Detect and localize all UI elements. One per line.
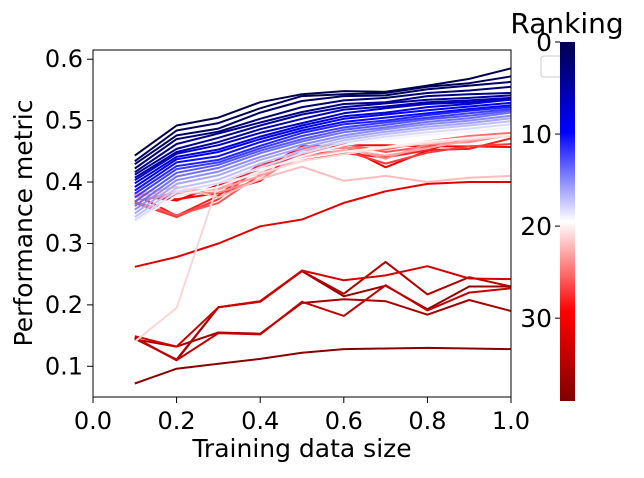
series-line-rank-31	[134, 181, 511, 268]
colorbar-title: Ranking	[510, 7, 623, 40]
colorbar	[560, 42, 575, 401]
series-line-rank-11	[134, 106, 511, 195]
colorbar-tick-label: 10	[520, 120, 552, 149]
series-line-rank-34	[134, 260, 511, 361]
colorbar-tick-label: 0	[536, 28, 552, 57]
legend-box	[540, 55, 563, 78]
y-tick-label: 0.3	[45, 229, 83, 257]
colorbar-tick-label: 30	[520, 304, 552, 333]
y-tick-label: 0.1	[45, 352, 83, 380]
y-tick-label: 0.4	[45, 168, 83, 196]
y-tick-label: 0.6	[45, 45, 83, 73]
series-line-rank-6	[134, 96, 511, 179]
x-axis-label: Training data size	[191, 434, 411, 463]
colorbar-ticks: 0 10 20 30	[520, 28, 560, 333]
series-line-rank-1	[134, 75, 511, 163]
x-tick-label: 0.6	[325, 407, 363, 435]
series-line-rank-35	[134, 298, 511, 348]
y-axis-ticks: 0.1 0.2 0.3 0.4 0.5 0.6	[45, 45, 93, 380]
series-line-rank-37	[134, 346, 511, 385]
series-line-rank-32	[134, 265, 511, 348]
series-line-rank-9	[134, 101, 511, 188]
series-line-rank-4	[134, 92, 511, 174]
series-line-rank-19	[134, 126, 511, 223]
series-line-rank-2	[134, 80, 511, 166]
series-line-rank-3	[134, 85, 511, 170]
series-line-rank-10	[134, 104, 511, 192]
series-line-rank-33	[134, 284, 511, 362]
series-line-rank-21	[134, 135, 511, 343]
series-line-rank-36	[134, 270, 511, 362]
series-line-rank-12	[134, 108, 511, 199]
series-line-rank-18	[134, 123, 511, 221]
x-axis-ticks: 0.0 0.2 0.4 0.6 0.8 1.0	[74, 397, 530, 435]
series-line-rank-15	[134, 114, 511, 211]
series-line-rank-14	[134, 111, 511, 207]
x-tick-label: 0.8	[408, 407, 446, 435]
series-line-rank-5	[134, 94, 511, 176]
series-line-rank-0	[134, 67, 511, 157]
series-line-rank-16	[134, 117, 511, 215]
colorbar-tick-label: 20	[520, 212, 552, 241]
series-layer	[134, 67, 511, 385]
series-line-rank-17	[134, 120, 511, 218]
x-tick-label: 0.2	[158, 407, 196, 435]
x-tick-label: 0.0	[74, 407, 112, 435]
series-line-rank-7	[134, 97, 511, 182]
plot-frame	[92, 49, 512, 398]
series-line-rank-8	[134, 98, 511, 185]
x-tick-label: 1.0	[492, 407, 530, 435]
series-line-rank-13	[134, 109, 511, 203]
y-tick-label: 0.5	[45, 107, 83, 135]
y-tick-label: 0.2	[45, 291, 83, 319]
y-axis-label: Performance metric	[9, 100, 38, 347]
x-tick-label: 0.4	[241, 407, 279, 435]
